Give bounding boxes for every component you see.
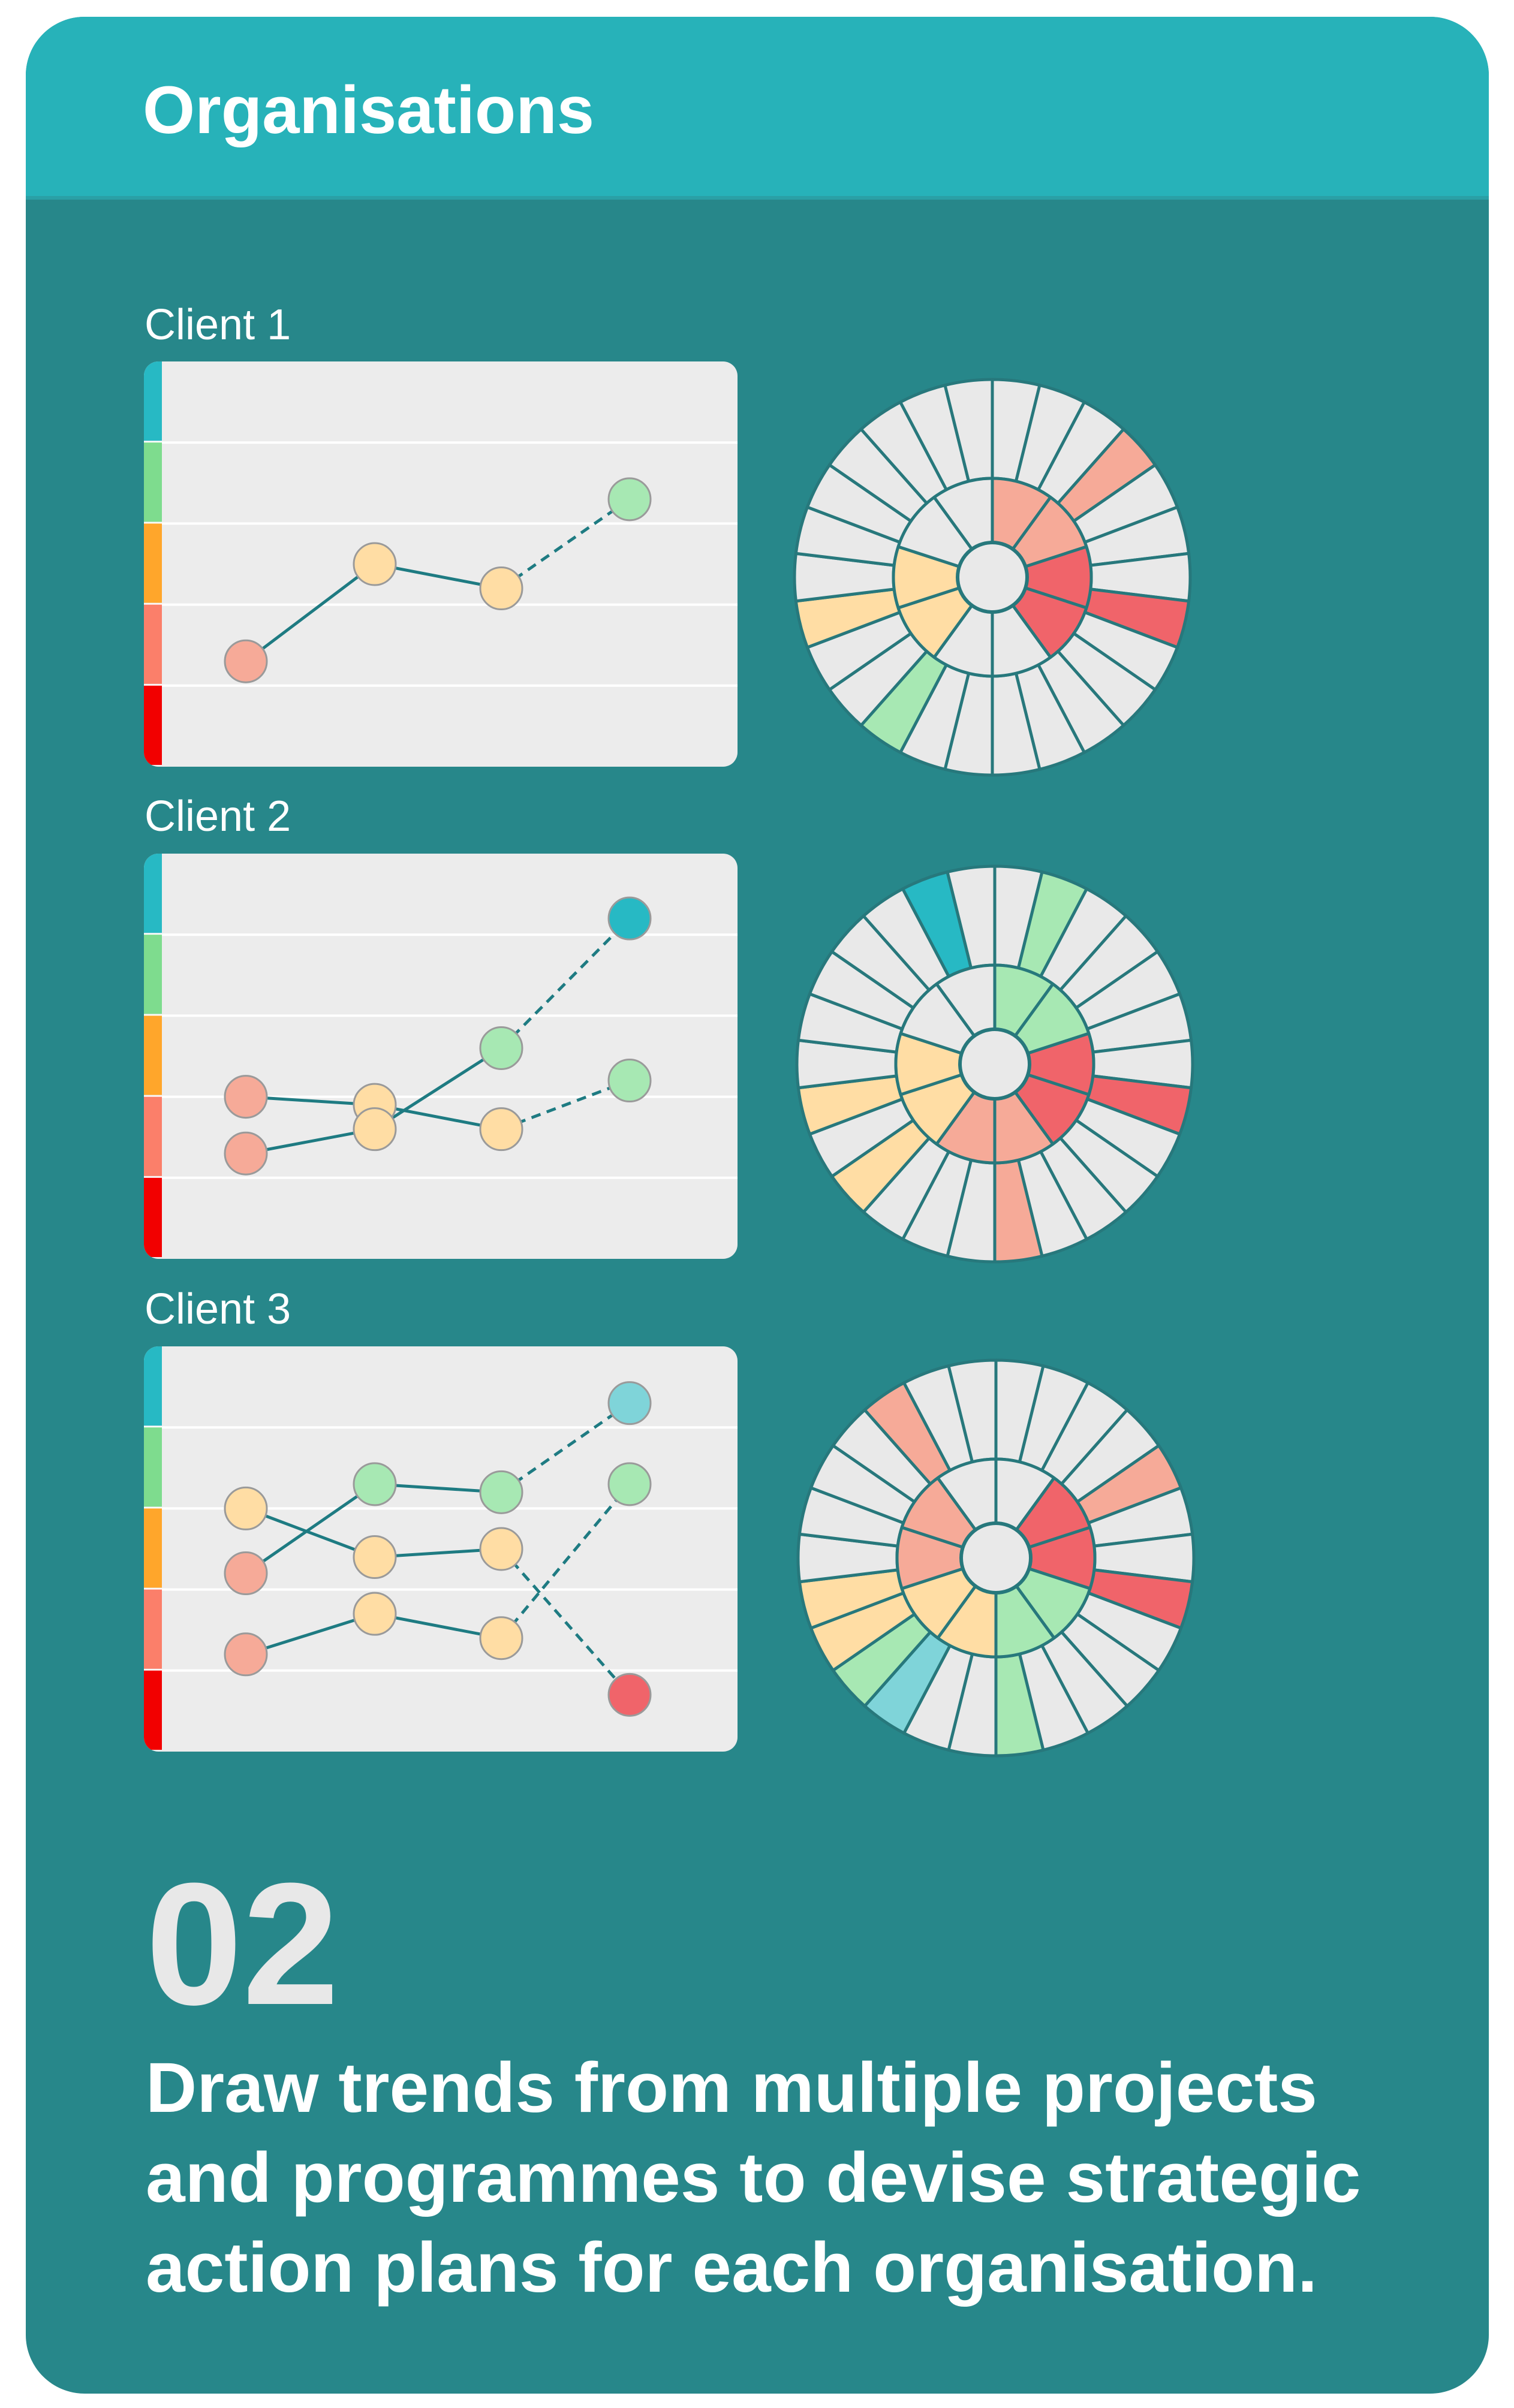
client-3-trend-link	[500, 1402, 631, 1494]
client-1-trend-link	[500, 498, 631, 590]
client-2-level-band	[144, 935, 162, 1014]
client-2-label: Client 2	[145, 792, 291, 840]
client-3-level-band	[144, 1670, 162, 1750]
client-3-trend-point	[607, 1672, 652, 1717]
card-header: Organisations	[26, 17, 1489, 200]
client-3-wheel-hub	[959, 1521, 1033, 1595]
client-1-group	[144, 361, 1192, 777]
client-3-trend-point	[607, 1462, 652, 1506]
client-3-label: Client 3	[145, 1285, 291, 1333]
client-3-trend-point	[224, 1551, 268, 1596]
client-3-trend-link	[245, 1507, 375, 1559]
client-graphics	[144, 361, 1196, 1758]
description-line-1: Draw trends from multiple projects	[146, 2048, 1317, 2127]
client-2-trend-point	[224, 1075, 268, 1119]
step-number: 02	[146, 1847, 339, 2041]
client-2-trend-link	[374, 1047, 502, 1131]
client-3-trend-link	[245, 1612, 375, 1656]
client-1-label: Client 1	[145, 301, 291, 349]
client-3-trend-point	[479, 1470, 523, 1514]
client-3-trend-point	[479, 1616, 523, 1660]
description-text: Draw trends from multiple projects and p…	[146, 2043, 1483, 2313]
client-1-trend-panel	[144, 361, 738, 767]
client-2-trend-point	[607, 1059, 652, 1103]
client-1-level-band	[144, 604, 162, 684]
client-3-trend-point	[353, 1462, 397, 1506]
client-2-level-band	[144, 1177, 162, 1257]
client-3-level-band	[144, 1427, 162, 1507]
client-3-trend-point	[224, 1632, 268, 1677]
client-3-trend-point	[479, 1527, 523, 1571]
description-line-3: action plans for each organisation.	[146, 2228, 1317, 2307]
client-3-trend-link	[500, 1548, 631, 1696]
client-2-wheel-hub	[958, 1027, 1031, 1101]
client-1-panel-bg	[144, 361, 738, 767]
client-1-trend-point	[224, 639, 268, 683]
client-2-trend-link	[501, 1079, 630, 1131]
client-1-level-band	[144, 442, 162, 522]
header-title: Organisations	[143, 73, 595, 147]
client-1-wheel	[793, 378, 1192, 777]
client-1-wheel-hub	[956, 541, 1029, 614]
client-2-trend-point	[479, 1107, 523, 1152]
client-2-group	[144, 854, 1194, 1264]
client-3-wheel	[796, 1358, 1196, 1758]
client-3-level-band	[144, 1589, 162, 1669]
client-3-trend-point	[224, 1486, 268, 1530]
client-3-trend-link	[245, 1482, 376, 1575]
client-3-trend-point	[607, 1381, 652, 1425]
client-1-trend-point	[479, 566, 523, 611]
organisations-card: Organisations Client 1 Client 2 Client 3…	[26, 17, 1489, 2394]
client-2-level-band	[144, 1096, 162, 1176]
client-2-trend-panel	[144, 854, 738, 1259]
client-2-level-band	[144, 1015, 162, 1095]
client-3-trend-link	[500, 1483, 631, 1640]
client-1-trend-point	[607, 477, 652, 522]
client-1-level-band	[144, 685, 162, 765]
client-3-trend-point	[353, 1535, 397, 1580]
client-2-trend-point	[607, 896, 652, 941]
client-2-trend-point	[353, 1107, 397, 1152]
client-3-level-band	[144, 1508, 162, 1588]
client-2-trend-link	[500, 917, 631, 1050]
client-2-trend-point	[479, 1026, 523, 1070]
client-3-trend-point	[353, 1592, 397, 1636]
description-line-2: and programmes to devise strategic	[146, 2138, 1361, 2217]
client-2-trend-point	[224, 1131, 268, 1176]
client-1-level-band	[144, 361, 162, 441]
client-2-level-band	[144, 854, 162, 933]
client-1-trend-link	[245, 563, 376, 663]
client-1-level-band	[144, 523, 162, 603]
client-1-trend-point	[353, 542, 397, 586]
client-2-wheel	[795, 864, 1194, 1264]
client-3-level-band	[144, 1346, 162, 1426]
client-3-group	[144, 1346, 1196, 1758]
